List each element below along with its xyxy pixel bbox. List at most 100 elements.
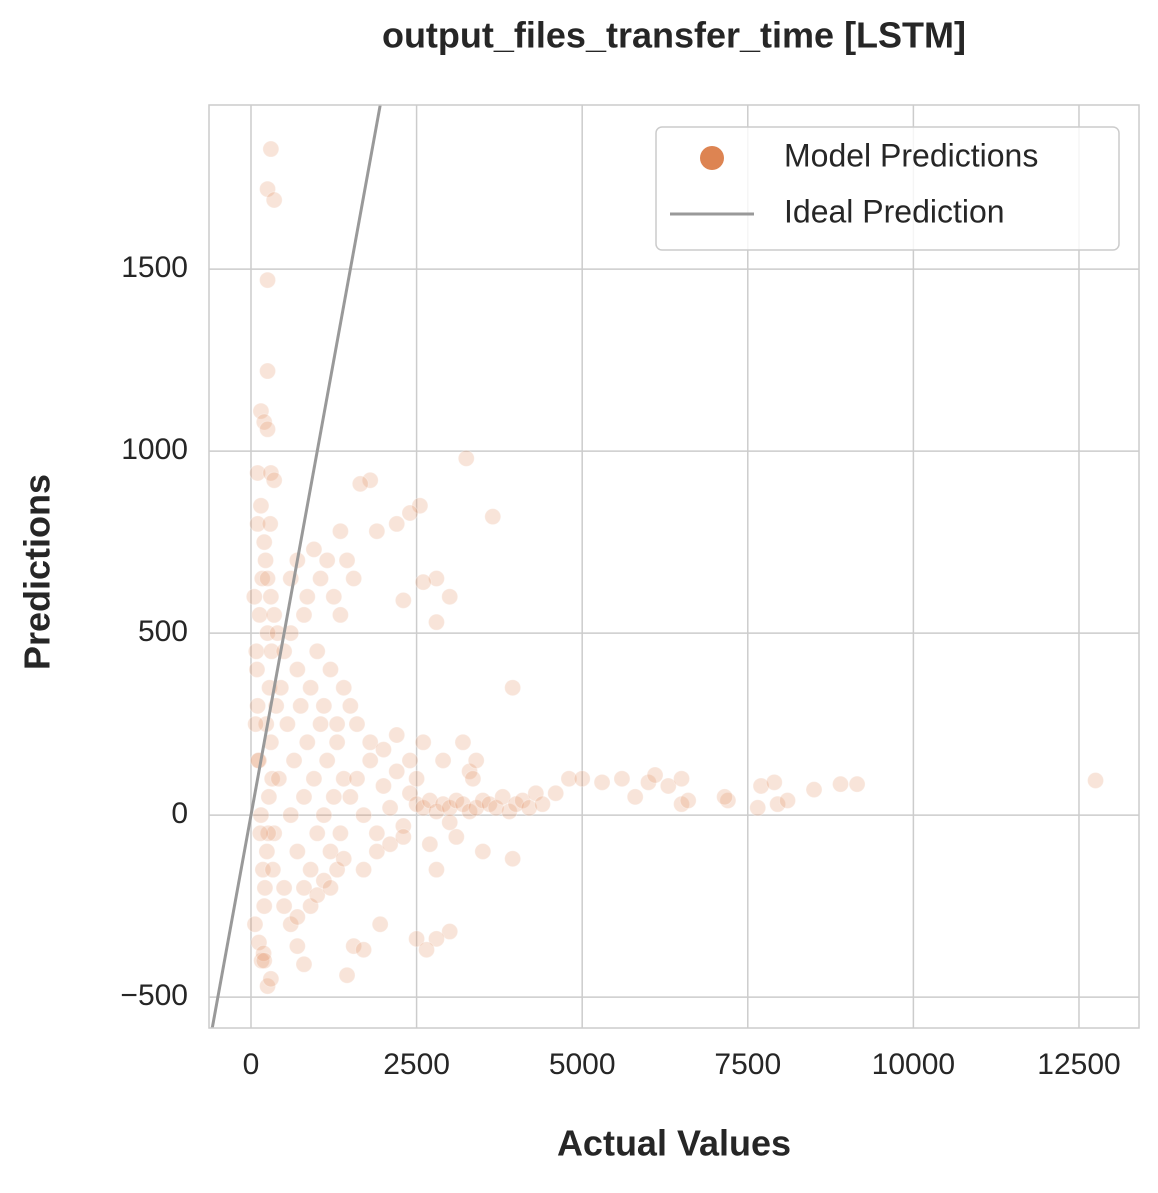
data-point (262, 140, 280, 158)
data-point (394, 828, 412, 846)
data-point (749, 799, 767, 817)
data-point (381, 799, 399, 817)
x-axis-label: Actual Values (557, 1123, 791, 1164)
data-point (679, 792, 697, 810)
data-point (474, 792, 492, 810)
data-point (328, 733, 346, 751)
data-point (832, 775, 850, 793)
data-point (401, 504, 419, 522)
data-point (427, 570, 445, 588)
data-point (298, 733, 316, 751)
data-point (368, 842, 386, 860)
data-point (259, 824, 277, 842)
data-point (265, 606, 283, 624)
data-point (328, 861, 346, 879)
data-point (408, 770, 426, 788)
data-point (259, 977, 277, 995)
data-point (414, 573, 432, 591)
data-point (338, 966, 356, 984)
data-point (318, 751, 336, 769)
chart-title: output_files_transfer_time [LSTM] (382, 15, 966, 56)
data-point (593, 773, 611, 791)
data-point (265, 191, 283, 209)
data-point (305, 540, 323, 558)
data-point (467, 751, 485, 769)
data-point (321, 661, 339, 679)
data-point (514, 792, 532, 810)
data-point (321, 842, 339, 860)
data-point (262, 588, 280, 606)
data-point (275, 897, 293, 915)
data-point (441, 588, 459, 606)
data-point (251, 606, 269, 624)
data-point (335, 679, 353, 697)
data-point (288, 908, 306, 926)
data-point (659, 777, 677, 795)
y-axis-label: Predictions (17, 474, 58, 670)
data-point (288, 661, 306, 679)
data-point (295, 606, 313, 624)
data-point (848, 775, 866, 793)
data-point (355, 806, 373, 824)
data-point (312, 715, 330, 733)
data-point (321, 879, 339, 897)
data-point (716, 788, 734, 806)
data-point (411, 497, 429, 515)
data-point (504, 850, 522, 868)
data-point (673, 795, 691, 813)
data-point (278, 715, 296, 733)
data-point (341, 788, 359, 806)
data-point (646, 766, 664, 784)
data-point (246, 915, 264, 933)
data-point (752, 777, 770, 795)
data-point (295, 788, 313, 806)
data-point (1087, 772, 1105, 790)
data-point (282, 806, 300, 824)
data-point (454, 795, 472, 813)
data-point (461, 802, 479, 820)
data-point (259, 362, 277, 380)
data-point (247, 642, 265, 660)
x-tick-label: 10000 (872, 1048, 955, 1081)
data-point (427, 613, 445, 631)
data-point (447, 792, 465, 810)
data-point (245, 588, 263, 606)
data-point (639, 773, 657, 791)
data-point (270, 770, 288, 788)
data-point (331, 606, 349, 624)
data-point (325, 788, 343, 806)
data-point (331, 824, 349, 842)
data-point (765, 773, 783, 791)
data-point (348, 770, 366, 788)
data-point (421, 792, 439, 810)
data-point (315, 806, 333, 824)
data-point (258, 842, 276, 860)
data-point (573, 770, 591, 788)
plot-frame (208, 104, 1140, 1029)
data-point (249, 751, 267, 769)
data-point (434, 751, 452, 769)
data-point (315, 872, 333, 890)
y-tick-label: 1000 (121, 433, 188, 466)
y-tick-label: 0 (171, 797, 188, 830)
data-point (308, 642, 326, 660)
data-point (315, 697, 333, 715)
data-point (480, 795, 498, 813)
x-tick-label: 12500 (1037, 1048, 1120, 1081)
data-point (263, 770, 281, 788)
data-point (325, 588, 343, 606)
y-tick-label: 500 (138, 615, 188, 648)
data-point (253, 952, 271, 970)
y-tick-label: 1500 (121, 251, 188, 284)
data-point (282, 915, 300, 933)
data-point (259, 420, 277, 438)
legend-box (655, 126, 1120, 251)
data-point (427, 930, 445, 948)
data-point (474, 842, 492, 860)
data-point (381, 835, 399, 853)
data-point (318, 551, 336, 569)
legend-label: Ideal Prediction (784, 193, 1005, 229)
data-point (256, 879, 274, 897)
data-point (262, 970, 280, 988)
